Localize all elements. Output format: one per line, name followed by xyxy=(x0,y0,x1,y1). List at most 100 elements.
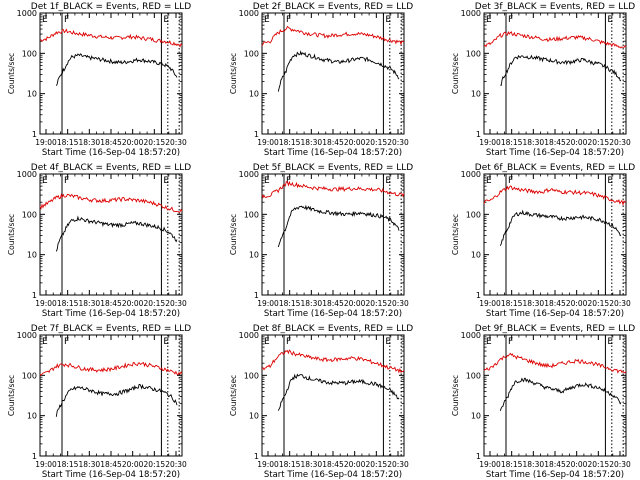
y-tick-label: 1000 xyxy=(17,170,37,179)
marker-e: E xyxy=(42,176,48,186)
y-tick-label: 1 xyxy=(32,452,37,461)
marker-f: F xyxy=(286,15,291,25)
y-tick-label: 100 xyxy=(22,371,37,380)
x-tick-label: 20:15 xyxy=(144,299,166,308)
x-tick-label: 18:15 xyxy=(501,299,523,308)
events-series-line xyxy=(499,377,622,411)
plot-frame xyxy=(39,173,183,296)
y-axis-label: Counts/sec xyxy=(229,214,238,255)
panel-title: Det 6f_BLACK = Events, RED = LLD xyxy=(475,163,635,173)
panel-8: Det 8f_BLACK = Events, RED = LLD 1 10 100 10… xyxy=(229,324,413,480)
marker-f: F xyxy=(64,15,69,25)
x-axis-label: Start Time (16-Sep-04 18:57:20) xyxy=(486,309,624,319)
marker-e: E xyxy=(385,15,391,25)
x-tick-label: 20:30 xyxy=(387,299,409,308)
x-tick-label: 20:15 xyxy=(144,138,166,147)
y-tick-label: 100 xyxy=(244,371,259,380)
x-tick-label: 18:45 xyxy=(322,460,344,469)
marker-e: E xyxy=(607,176,613,186)
x-tick-label: 20:30 xyxy=(609,138,631,147)
x-tick-label: 18:30 xyxy=(523,460,545,469)
x-tick-label: 18:45 xyxy=(100,460,122,469)
lld-series-line xyxy=(483,185,627,207)
x-tick-label: 20:00 xyxy=(122,138,144,147)
x-axis-label: Start Time (16-Sep-04 18:57:20) xyxy=(264,148,402,158)
y-tick-label: 10 xyxy=(27,251,37,260)
x-tick-label: 20:15 xyxy=(144,460,166,469)
events-series-line xyxy=(55,215,178,252)
x-tick-label: 20:30 xyxy=(165,460,187,469)
panel-title: Det 3f_BLACK = Events, RED = LLD xyxy=(475,2,635,12)
y-tick-label: 10 xyxy=(249,251,259,260)
panel-title: Det 1f_BLACK = Events, RED = LLD xyxy=(31,2,191,12)
lld-series-line xyxy=(261,25,405,46)
marker-e: E xyxy=(42,337,48,347)
x-axis-label: Start Time (16-Sep-04 18:57:20) xyxy=(486,470,624,480)
x-tick-label: 20:15 xyxy=(366,138,388,147)
lld-series-line xyxy=(39,28,183,48)
y-tick-label: 1 xyxy=(254,452,259,461)
y-tick-label: 1000 xyxy=(461,170,481,179)
marker-e: E xyxy=(607,337,613,347)
marker-e: E xyxy=(264,15,270,25)
marker-f: F xyxy=(286,176,291,186)
y-tick-label: 1 xyxy=(476,291,481,300)
panel-2: Det 2f_BLACK = Events, RED = LLD 1 10 100 10… xyxy=(229,2,413,158)
events-series-line xyxy=(55,383,178,417)
x-tick-label: 18:45 xyxy=(322,299,344,308)
events-series-line xyxy=(277,50,400,92)
x-tick-label: 19:00 xyxy=(479,138,501,147)
x-tick-label: 18:30 xyxy=(301,138,323,147)
marker-e: E xyxy=(264,337,270,347)
x-tick-label: 18:15 xyxy=(279,460,301,469)
y-tick-label: 1000 xyxy=(239,9,259,18)
marker-e: E xyxy=(163,337,169,347)
y-tick-label: 10 xyxy=(27,90,37,99)
marker-e: E xyxy=(486,176,492,186)
marker-e: E xyxy=(163,176,169,186)
lld-series-line xyxy=(483,31,627,49)
x-tick-label: 18:15 xyxy=(57,299,79,308)
marker-e: E xyxy=(264,176,270,186)
events-series-line xyxy=(500,54,622,87)
marker-f: F xyxy=(286,337,291,347)
plot-frame xyxy=(483,12,627,135)
marker-f: F xyxy=(64,176,69,186)
y-tick-label: 1000 xyxy=(239,170,259,179)
marker-f: F xyxy=(508,337,513,347)
x-tick-label: 19:00 xyxy=(35,460,57,469)
plot-frame xyxy=(39,334,183,457)
panel-title: Det 8f_BLACK = Events, RED = LLD xyxy=(253,324,413,334)
marker-e: E xyxy=(42,15,48,25)
y-axis-label: Counts/sec xyxy=(451,214,460,255)
x-tick-label: 19:00 xyxy=(35,138,57,147)
events-series-line xyxy=(277,373,400,411)
marker-e: E xyxy=(486,337,492,347)
events-series-line xyxy=(499,209,622,246)
lld-series-line xyxy=(261,180,405,199)
plot-frame xyxy=(261,173,405,296)
plot-frame xyxy=(261,334,405,457)
panel-3: Det 3f_BLACK = Events, RED = LLD 1 10 100 10… xyxy=(451,2,635,158)
y-tick-label: 100 xyxy=(244,49,259,58)
lld-series-line xyxy=(39,361,183,376)
events-series-line xyxy=(277,204,400,248)
y-tick-label: 10 xyxy=(471,412,481,421)
x-tick-label: 18:15 xyxy=(501,460,523,469)
x-tick-label: 20:00 xyxy=(122,460,144,469)
marker-f: F xyxy=(508,15,513,25)
events-series-line xyxy=(55,53,178,86)
x-tick-label: 19:00 xyxy=(479,299,501,308)
x-axis-label: Start Time (16-Sep-04 18:57:20) xyxy=(264,309,402,319)
y-tick-label: 10 xyxy=(249,90,259,99)
x-tick-label: 18:30 xyxy=(301,460,323,469)
x-tick-label: 20:30 xyxy=(165,299,187,308)
x-tick-label: 20:15 xyxy=(366,299,388,308)
marker-f: F xyxy=(64,337,69,347)
x-tick-label: 19:00 xyxy=(479,460,501,469)
y-tick-label: 1 xyxy=(32,130,37,139)
x-tick-label: 19:00 xyxy=(257,460,279,469)
x-tick-label: 18:15 xyxy=(57,138,79,147)
x-tick-label: 18:30 xyxy=(79,138,101,147)
